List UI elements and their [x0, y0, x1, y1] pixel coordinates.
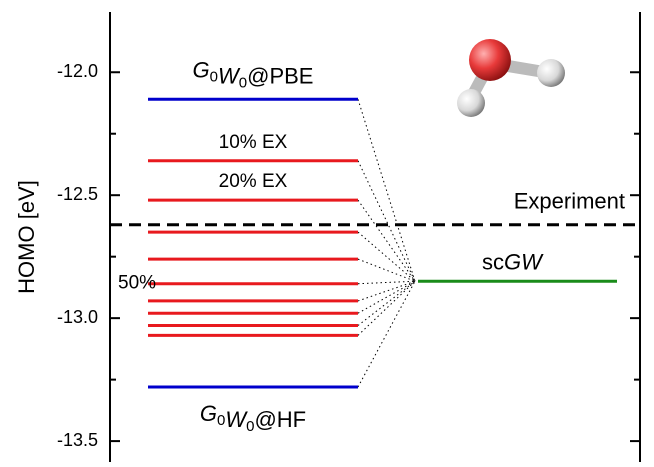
connector — [357, 199, 416, 282]
y-axis-label: HOMO [eV] — [14, 180, 39, 294]
connector — [357, 231, 416, 282]
level-label: G0W0@HF — [200, 401, 306, 435]
label-part: G — [200, 401, 217, 426]
connector — [357, 280, 416, 326]
label-part: 0 — [246, 418, 254, 435]
level-label: G0W0@PBE — [193, 57, 314, 91]
level-label: 20% EX — [219, 171, 288, 192]
label-part: 0 — [210, 68, 218, 85]
connector — [357, 160, 416, 282]
molecule — [457, 39, 565, 117]
label-part: GW — [504, 249, 544, 274]
label-part: 0 — [217, 412, 225, 429]
y-tick-label: -13.0 — [57, 307, 98, 327]
connector — [357, 99, 416, 282]
connector — [357, 280, 416, 314]
y-tick-label: -12.0 — [57, 61, 98, 81]
level-label: scGW — [482, 249, 544, 274]
level-label: 50% — [118, 273, 156, 294]
label-part: @PBE — [247, 63, 313, 88]
connector — [357, 258, 416, 282]
y-tick-label: -13.5 — [57, 430, 98, 450]
connector — [357, 280, 416, 285]
label-part: sc — [482, 249, 504, 274]
label-part: W — [225, 407, 248, 432]
label-part: @HF — [254, 407, 306, 432]
label-part: W — [218, 63, 241, 88]
label-part: 0 — [239, 74, 247, 91]
y-tick-label: -12.5 — [57, 184, 98, 204]
label-part: G — [193, 57, 210, 82]
connector — [357, 280, 416, 302]
connector — [357, 281, 416, 388]
level-label: 10% EX — [219, 132, 288, 153]
reference-label: Experiment — [514, 189, 625, 214]
